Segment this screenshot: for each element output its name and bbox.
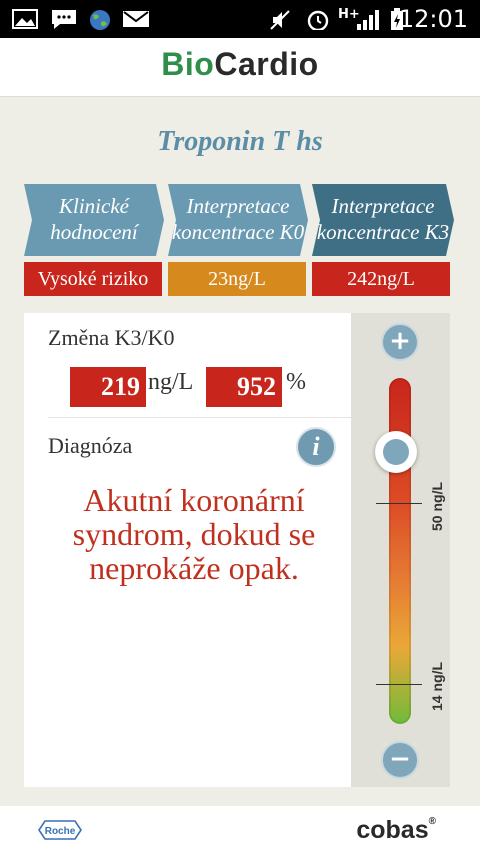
signal-icon [357,10,379,30]
zoom-minus-button[interactable]: − [381,741,419,779]
page-title: Troponin T hs [157,126,323,157]
change-unit-percent: % [286,369,306,395]
k0-badge: 23ng/L [168,262,306,296]
cobas-text: cobas [356,816,429,844]
tick-14 [376,684,422,685]
mute-icon [270,10,290,30]
tab-shape-1 [24,184,164,256]
roche-logo: Roche [38,820,82,840]
tick-label-50: 50 ng/L [429,481,445,531]
tick-label-14: 14 ng/L [429,661,445,711]
status-bar: H+ 12:01 [0,0,480,38]
svg-text:Roche: Roche [45,826,76,837]
image-icon [12,9,38,29]
registered-mark: ® [428,816,436,827]
k3-badge: 242ng/L [312,262,450,296]
tab-clinical-assessment[interactable]: Klinické hodnocení [24,184,164,256]
tab-label-clinical: Klinické hodnocení [50,194,138,244]
cobas-logo: cobas® [356,816,436,845]
gauge-slider-handle[interactable] [375,431,417,473]
interpretation-tabs: Klinické hodnocení Interpretace koncentr… [24,184,454,256]
mail-icon [123,11,149,27]
gauge-track [389,378,411,724]
diagnosis-text: Akutní koronární syndrom, dokud se nepro… [72,482,316,586]
tab-label-k3: Interpretace koncentrace K3 [316,194,450,244]
risk-badge: Vysoké riziko [24,262,162,296]
tab-shape-2 [168,184,308,256]
result-badges: Vysoké riziko 23ng/L 242ng/L [24,262,450,296]
battery-icon [391,8,403,30]
footer: Roche cobas® [0,806,480,854]
network-type-label: H+ [338,7,360,22]
chat-icon [52,10,76,29]
change-unit-absolute: ng/L [148,369,194,395]
concentration-gauge: + 50 ng/L 14 ng/L − [351,313,450,787]
globe-icon [90,10,110,30]
change-label: Změna K3/K0 [48,325,175,350]
divider [48,417,351,418]
alarm-icon [307,10,329,30]
roche-hexagon-icon: Roche [38,820,82,840]
app-bar: BioCardio [0,38,480,97]
tab-label-k0: Interpretace koncentrace K0 [171,194,305,244]
tab-shape-3 [312,184,454,256]
result-panel: Změna K3/K0 219 ng/L 952 % Diagnóza i Ak… [24,313,351,787]
slider-handle-center [383,439,409,465]
brand-part-cardio: Cardio [214,46,319,82]
tab-interpretation-k3[interactable]: Interpretace koncentrace K3 [312,184,454,256]
clock: 12:01 [398,5,468,33]
zoom-plus-button[interactable]: + [381,323,419,361]
tick-50 [376,503,422,504]
biocardio-logo: BioCardio [0,46,480,83]
diagnosis-label: Diagnóza [48,433,133,458]
change-value-percent: 952 [206,367,282,407]
change-value-absolute: 219 [70,367,146,407]
tab-interpretation-k0[interactable]: Interpretace koncentrace K0 [168,184,308,256]
info-icon[interactable]: i [296,427,336,467]
brand-part-bio: Bio [161,46,215,82]
